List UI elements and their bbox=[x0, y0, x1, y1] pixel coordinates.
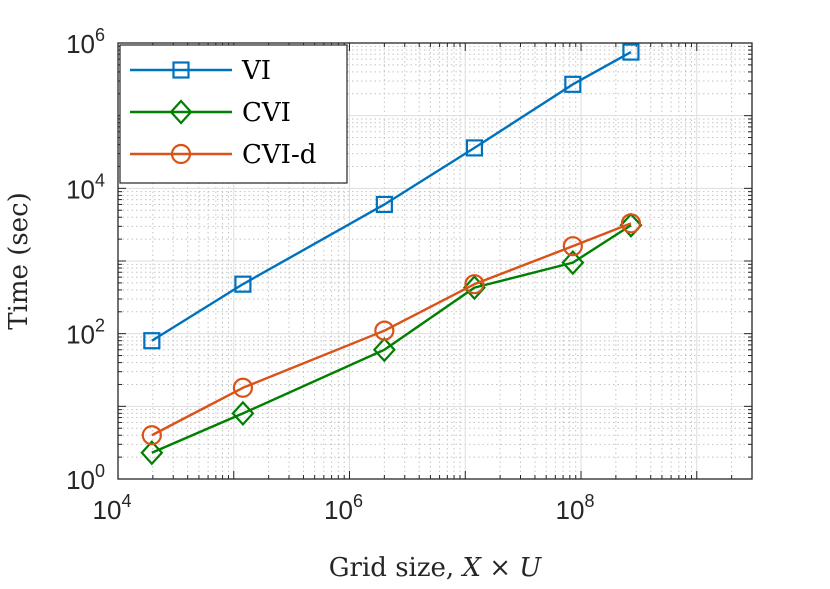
series-line-vi bbox=[151, 51, 632, 342]
x-tick-label: 106 bbox=[324, 491, 363, 525]
x-tick-label: 108 bbox=[556, 491, 595, 525]
data-point-cvi bbox=[140, 440, 164, 466]
data-point-vi bbox=[234, 275, 252, 293]
data-point-cvi bbox=[561, 249, 585, 276]
series-layer bbox=[140, 43, 643, 466]
legend-label-cvi-d: CVI-d bbox=[242, 140, 316, 170]
legend-label-vi: VI bbox=[241, 56, 271, 86]
data-point-vi bbox=[564, 75, 582, 93]
data-point-vi bbox=[465, 139, 484, 157]
data-point-cvi bbox=[619, 212, 643, 238]
legend-marker-vi bbox=[172, 61, 190, 79]
y-tick-label: 100 bbox=[66, 461, 105, 495]
data-point-cvi-d bbox=[374, 320, 395, 341]
legend-marker-cvi-d bbox=[170, 143, 192, 165]
data-point-cvi bbox=[372, 337, 396, 363]
data-point-cvi-d bbox=[141, 425, 162, 446]
x-tick-label: 104 bbox=[93, 491, 132, 525]
data-point-vi bbox=[622, 43, 640, 61]
legend-box bbox=[119, 44, 348, 184]
series-line-cvi-d bbox=[151, 222, 632, 437]
axes-layer bbox=[117, 42, 753, 480]
legend-marker-cvi bbox=[169, 99, 193, 125]
data-point-cvi bbox=[462, 274, 486, 301]
y-tick-label: 106 bbox=[66, 25, 105, 59]
legend: VI CVI CVI-d bbox=[119, 44, 348, 184]
legend-label-cvi: CVI bbox=[242, 98, 291, 128]
data-point-cvi-d bbox=[232, 377, 254, 398]
data-point-cvi-d bbox=[620, 213, 642, 234]
data-point-vi bbox=[375, 195, 393, 214]
data-point-cvi-d bbox=[562, 236, 583, 257]
y-tick-label: 102 bbox=[66, 316, 105, 350]
y-axis-title: Time (sec) bbox=[4, 192, 34, 330]
data-point-vi bbox=[143, 332, 161, 350]
label-layer: 104 106 108 100 102 104 106 Grid size, X × U Tim… bbox=[4, 25, 594, 583]
series-line-cvi bbox=[151, 224, 632, 454]
y-tick-label: 104 bbox=[66, 170, 105, 204]
x-axis-title: Grid size, X × U bbox=[329, 553, 543, 583]
data-point-cvi bbox=[231, 400, 255, 427]
data-point-cvi-d bbox=[464, 274, 485, 295]
